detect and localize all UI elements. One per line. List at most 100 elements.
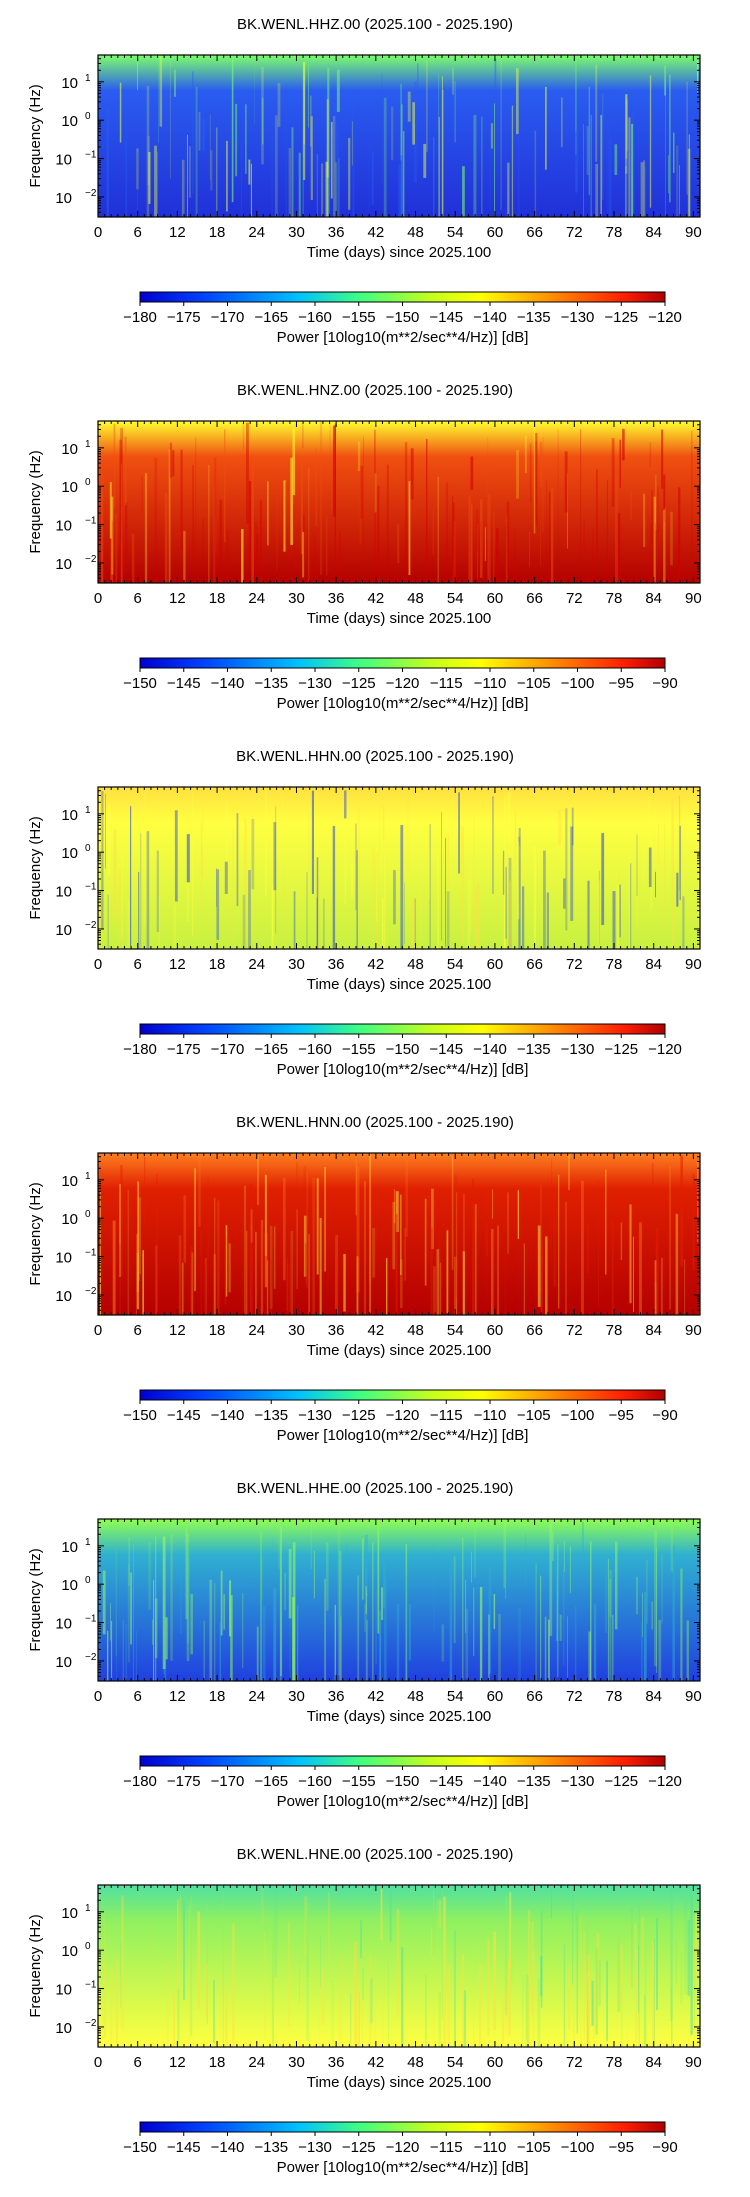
x-tick-label: 42 xyxy=(368,590,385,607)
x-tick-label: 72 xyxy=(566,224,583,241)
colorbar-tick-label: −145 xyxy=(167,2139,201,2156)
y-tick-label: 10 xyxy=(61,1173,78,1190)
colorbar-tick-label: −125 xyxy=(604,309,638,326)
spectrogram-svg: 0 6 12 18 24 30 36 42 48 54 60 66 72 78 84 90 10 1 10 0 10 −1… xyxy=(27,1152,702,1444)
colorbar-tick-label: −120 xyxy=(386,2139,420,2156)
x-tick-label: 6 xyxy=(134,224,142,241)
x-tick-label: 24 xyxy=(248,1322,265,1339)
y-tick-label: 10 xyxy=(55,1654,72,1671)
colorbar-tick-label: −150 xyxy=(123,2139,157,2156)
y-axis-label: Frequency (Hz) xyxy=(27,1182,44,1285)
x-tick-label: 48 xyxy=(407,224,424,241)
x-tick-label: 0 xyxy=(94,224,102,241)
x-tick-label: 18 xyxy=(209,224,226,241)
y-axis-label: Frequency (Hz) xyxy=(27,450,44,553)
colorbar-tick-label: −110 xyxy=(474,675,507,692)
y-tick-exponent: −1 xyxy=(85,882,97,893)
spectrogram-texture xyxy=(99,787,700,949)
y-tick-exponent: −1 xyxy=(85,1614,97,1625)
colorbar-tick-label: −90 xyxy=(652,1407,677,1424)
x-tick-label: 12 xyxy=(169,1322,186,1339)
x-tick-label: 90 xyxy=(685,1322,702,1339)
spectrogram-svg: 0 6 12 18 24 30 36 42 48 54 60 66 72 78 84 90 10 1 10 0 10 −1… xyxy=(27,1518,702,1810)
colorbar-tick-label: −130 xyxy=(298,2139,332,2156)
x-tick-label: 18 xyxy=(209,2054,226,2071)
x-tick-label: 78 xyxy=(606,224,623,241)
x-tick-label: 30 xyxy=(288,1688,305,1705)
plot-frame xyxy=(97,1518,701,1682)
colorbar-tick-label: −130 xyxy=(561,309,595,326)
x-tick-label: 84 xyxy=(645,590,662,607)
colorbar-tick-label: −175 xyxy=(167,1041,201,1058)
y-tick-exponent: 1 xyxy=(85,805,91,816)
x-tick-label: 12 xyxy=(169,2054,186,2071)
chart-title: BK.WENL.HHZ.00 (2025.100 - 2025.190) xyxy=(237,16,513,33)
colorbar-label: Power [10log10(m**2/sec**4/Hz)] [dB] xyxy=(277,2159,529,2176)
x-tick-label: 0 xyxy=(94,1322,102,1339)
chart-title: BK.WENL.HNZ.00 (2025.100 - 2025.190) xyxy=(237,382,513,399)
x-tick-label: 24 xyxy=(248,224,265,241)
x-tick-label: 36 xyxy=(328,1688,345,1705)
y-tick-label: 10 xyxy=(55,2020,72,2037)
spectrogram-panel: BK.WENL.HNN.00 (2025.100 - 2025.190) 0 6 12… xyxy=(0,1098,750,1464)
colorbar-tick-label: −115 xyxy=(430,675,463,692)
spectrogram-panel: BK.WENL.HHE.00 (2025.100 - 2025.190) 0 6 12… xyxy=(0,1464,750,1830)
y-tick-label: 10 xyxy=(55,190,72,207)
x-tick-label: 54 xyxy=(447,1322,464,1339)
plot-frame xyxy=(97,1884,701,2048)
x-tick-label: 42 xyxy=(368,956,385,973)
x-tick-label: 84 xyxy=(645,956,662,973)
y-tick-label: 10 xyxy=(55,1616,72,1633)
colorbar-tick-label: −145 xyxy=(167,675,201,692)
colorbar-tick-label: −150 xyxy=(386,1041,420,1058)
x-tick-label: 24 xyxy=(248,956,265,973)
x-axis-label: Time (days) since 2025.100 xyxy=(307,1708,492,1725)
x-tick-label: 36 xyxy=(328,224,345,241)
x-tick-label: 12 xyxy=(169,224,186,241)
x-axis-label: Time (days) since 2025.100 xyxy=(307,610,492,627)
colorbar-tick-label: −140 xyxy=(211,675,245,692)
x-tick-label: 42 xyxy=(368,1688,385,1705)
colorbar-tick-label: −105 xyxy=(517,675,551,692)
chart-title: BK.WENL.HHE.00 (2025.100 - 2025.190) xyxy=(236,1480,514,1497)
colorbar-tick-label: −135 xyxy=(254,675,288,692)
plot-frame xyxy=(97,786,701,950)
spectrogram-panel: BK.WENL.HNE.00 (2025.100 - 2025.190) 0 6 12… xyxy=(0,1830,750,2196)
colorbar-tick-label: −155 xyxy=(342,1041,376,1058)
colorbar-tick-label: −170 xyxy=(211,1041,245,1058)
x-tick-label: 42 xyxy=(368,2054,385,2071)
spectrogram-image xyxy=(98,421,700,583)
x-tick-label: 78 xyxy=(606,590,623,607)
colorbar-tick-label: −135 xyxy=(517,1773,551,1790)
x-tick-label: 42 xyxy=(368,224,385,241)
colorbar-tick-label: −145 xyxy=(429,309,463,326)
spectrogram-texture xyxy=(103,1885,701,2047)
y-tick-label: 10 xyxy=(61,113,78,130)
x-tick-label: 6 xyxy=(134,2054,142,2071)
x-tick-label: 60 xyxy=(487,224,504,241)
y-tick-label: 10 xyxy=(55,884,72,901)
colorbar-tick-label: −150 xyxy=(123,675,157,692)
spectrogram-svg: 0 6 12 18 24 30 36 42 48 54 60 66 72 78 84 90 10 1 10 0 10 −1… xyxy=(27,1884,702,2176)
spectrogram-texture xyxy=(98,1153,699,1315)
x-tick-label: 24 xyxy=(248,2054,265,2071)
y-tick-label: 10 xyxy=(61,1211,78,1228)
chart-title: BK.WENL.HNN.00 (2025.100 - 2025.190) xyxy=(236,1114,514,1131)
colorbar-tick-label: −105 xyxy=(517,1407,551,1424)
colorbar xyxy=(139,657,666,669)
colorbar-tick-label: −100 xyxy=(561,1407,595,1424)
y-tick-exponent: 1 xyxy=(85,1537,91,1548)
colorbar-tick-label: −110 xyxy=(474,1407,507,1424)
y-tick-label: 10 xyxy=(55,152,72,169)
x-tick-label: 66 xyxy=(526,590,543,607)
x-tick-label: 90 xyxy=(685,956,702,973)
plot-frame xyxy=(97,54,701,218)
spectrogram-panel: BK.WENL.HNZ.00 (2025.100 - 2025.190) 0 6 12… xyxy=(0,366,750,732)
spectrogram-image xyxy=(98,1519,700,1681)
colorbar-label: Power [10log10(m**2/sec**4/Hz)] [dB] xyxy=(277,695,529,712)
colorbar-tick-label: −160 xyxy=(298,309,332,326)
colorbar-tick-label: −90 xyxy=(652,2139,677,2156)
x-tick-label: 24 xyxy=(248,1688,265,1705)
colorbar-tick-label: −135 xyxy=(254,2139,288,2156)
colorbar-tick-label: −90 xyxy=(652,675,677,692)
